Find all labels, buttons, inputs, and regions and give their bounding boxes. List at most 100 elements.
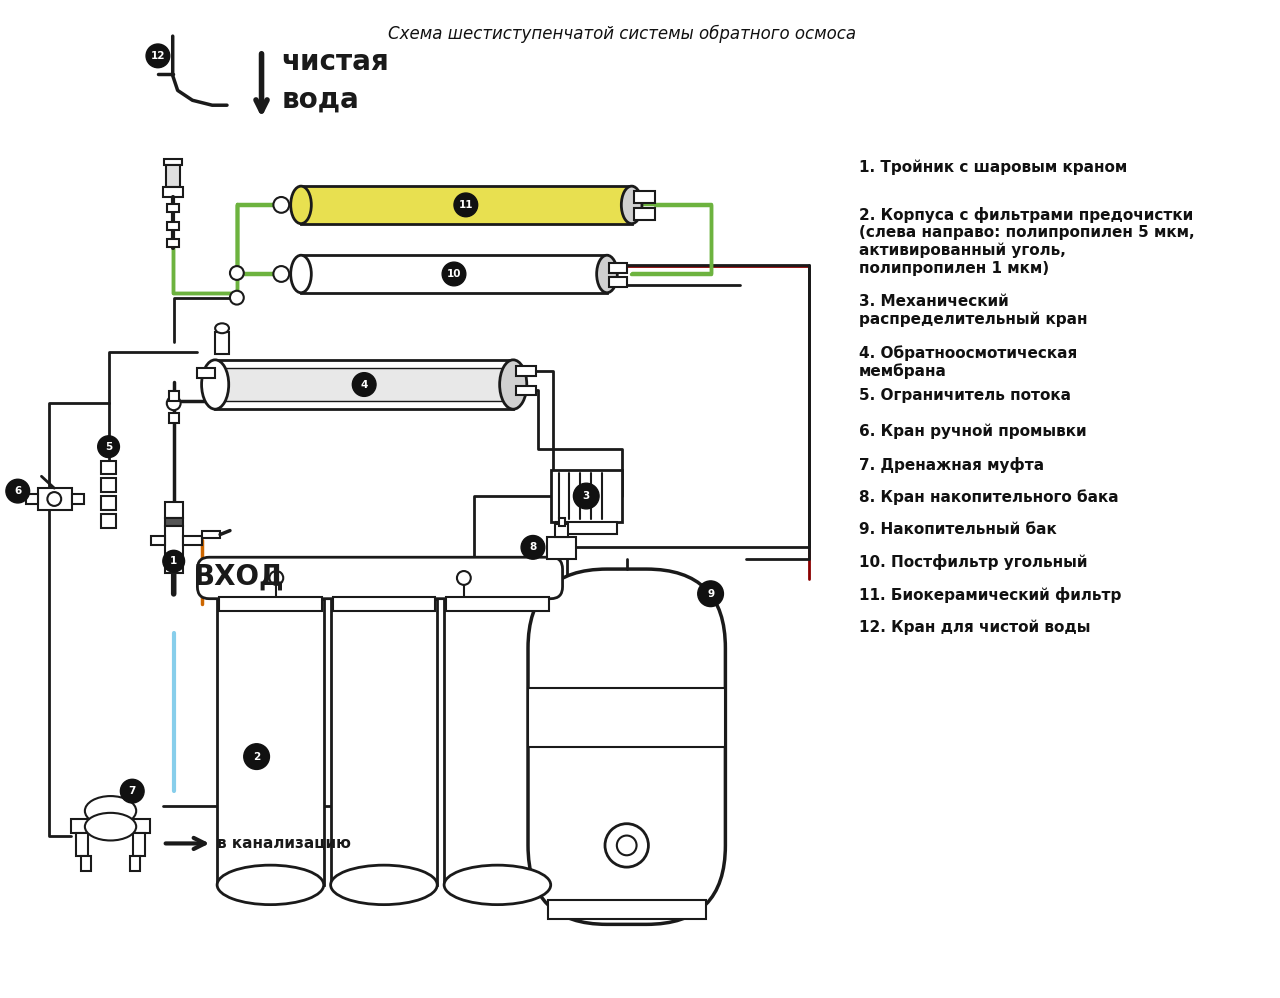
- Bar: [444, 599, 550, 885]
- Bar: [634, 208, 655, 220]
- Bar: [547, 538, 576, 559]
- Circle shape: [573, 483, 599, 509]
- Text: 10. Постфильтр угольный: 10. Постфильтр угольный: [859, 554, 1087, 570]
- Ellipse shape: [274, 197, 289, 213]
- Circle shape: [617, 835, 636, 855]
- Bar: [333, 597, 435, 611]
- Bar: [131, 856, 140, 871]
- Text: 12: 12: [151, 51, 165, 61]
- Circle shape: [163, 550, 184, 572]
- Text: 4. Обратноосмотическая
мембрана: 4. Обратноосмотическая мембрана: [859, 345, 1076, 379]
- Bar: [101, 514, 116, 528]
- Bar: [72, 818, 150, 832]
- Bar: [215, 332, 229, 354]
- Bar: [609, 263, 627, 273]
- Bar: [225, 367, 503, 401]
- Bar: [165, 518, 183, 526]
- Text: 11. Биокерамический фильтр: 11. Биокерамический фильтр: [859, 587, 1121, 603]
- Circle shape: [352, 372, 376, 396]
- Bar: [164, 160, 182, 166]
- Bar: [151, 536, 165, 545]
- Text: 2. Корпуса с фильтрами предочистки
(слева направо: полипропилен 5 мкм,
активиров: 2. Корпуса с фильтрами предочистки (слев…: [859, 207, 1194, 275]
- Circle shape: [47, 492, 61, 506]
- FancyBboxPatch shape: [529, 569, 726, 924]
- Circle shape: [457, 571, 471, 585]
- Ellipse shape: [230, 290, 243, 304]
- Text: Схема шестиступенчатой системы обратного осмоса: Схема шестиступенчатой системы обратного…: [388, 24, 856, 43]
- Circle shape: [97, 436, 119, 457]
- Text: в канализацию: в канализацию: [218, 836, 351, 851]
- Bar: [81, 856, 91, 871]
- Text: чистая: чистая: [282, 48, 389, 76]
- Circle shape: [442, 262, 466, 285]
- Ellipse shape: [621, 187, 643, 224]
- Text: 2: 2: [253, 751, 260, 761]
- Bar: [101, 478, 116, 492]
- Bar: [529, 688, 726, 747]
- Ellipse shape: [291, 187, 311, 224]
- Text: 5. Ограничитель потока: 5. Ограничитель потока: [859, 388, 1070, 403]
- Bar: [183, 536, 202, 545]
- Text: 3: 3: [582, 491, 590, 501]
- Circle shape: [269, 571, 283, 585]
- FancyBboxPatch shape: [197, 557, 562, 599]
- Text: 3. Механический
распределительный кран: 3. Механический распределительный кран: [859, 293, 1087, 326]
- Bar: [554, 524, 568, 538]
- Text: 8. Кран накопительного бака: 8. Кран накопительного бака: [859, 489, 1119, 505]
- Bar: [166, 240, 179, 248]
- Circle shape: [454, 193, 477, 217]
- Circle shape: [146, 44, 170, 68]
- Text: 9. Накопительный бак: 9. Накопительный бак: [859, 522, 1056, 537]
- Ellipse shape: [166, 396, 180, 410]
- Bar: [165, 502, 183, 518]
- Ellipse shape: [291, 255, 311, 292]
- Circle shape: [698, 581, 723, 607]
- Text: 9: 9: [707, 589, 714, 599]
- Bar: [166, 166, 179, 188]
- Ellipse shape: [84, 796, 136, 825]
- Bar: [550, 470, 622, 522]
- Ellipse shape: [230, 266, 243, 279]
- Bar: [163, 188, 183, 197]
- Bar: [609, 276, 627, 286]
- Bar: [202, 531, 220, 539]
- Text: 1: 1: [170, 556, 178, 566]
- Bar: [197, 367, 215, 377]
- Bar: [516, 365, 536, 375]
- Bar: [548, 899, 705, 919]
- Ellipse shape: [330, 865, 438, 904]
- Circle shape: [521, 536, 545, 559]
- Circle shape: [6, 479, 29, 503]
- Bar: [330, 599, 438, 885]
- Ellipse shape: [499, 360, 527, 409]
- Ellipse shape: [84, 812, 136, 840]
- Text: вода: вода: [282, 86, 358, 114]
- Bar: [26, 494, 37, 504]
- Text: 6: 6: [14, 486, 22, 496]
- Bar: [76, 832, 88, 856]
- Bar: [634, 191, 655, 203]
- Text: 11: 11: [458, 200, 474, 210]
- Circle shape: [243, 744, 269, 769]
- Circle shape: [120, 779, 145, 803]
- Bar: [72, 494, 84, 504]
- Bar: [447, 597, 549, 611]
- Bar: [218, 599, 324, 885]
- Bar: [558, 518, 564, 526]
- Text: 5: 5: [105, 442, 113, 452]
- Text: ВХОД: ВХОД: [193, 563, 284, 591]
- Ellipse shape: [444, 865, 550, 904]
- Text: 8: 8: [530, 542, 536, 552]
- Ellipse shape: [215, 323, 229, 333]
- Ellipse shape: [218, 865, 324, 904]
- Bar: [215, 360, 513, 409]
- Text: 7: 7: [128, 786, 136, 796]
- Text: 7. Дренажная муфта: 7. Дренажная муфта: [859, 456, 1043, 473]
- Bar: [166, 204, 179, 212]
- Text: 1. Тройник с шаровым краном: 1. Тройник с шаровым краном: [859, 160, 1126, 175]
- Ellipse shape: [201, 360, 229, 409]
- Ellipse shape: [596, 255, 617, 292]
- Bar: [166, 222, 179, 230]
- Bar: [101, 496, 116, 510]
- Bar: [219, 597, 321, 611]
